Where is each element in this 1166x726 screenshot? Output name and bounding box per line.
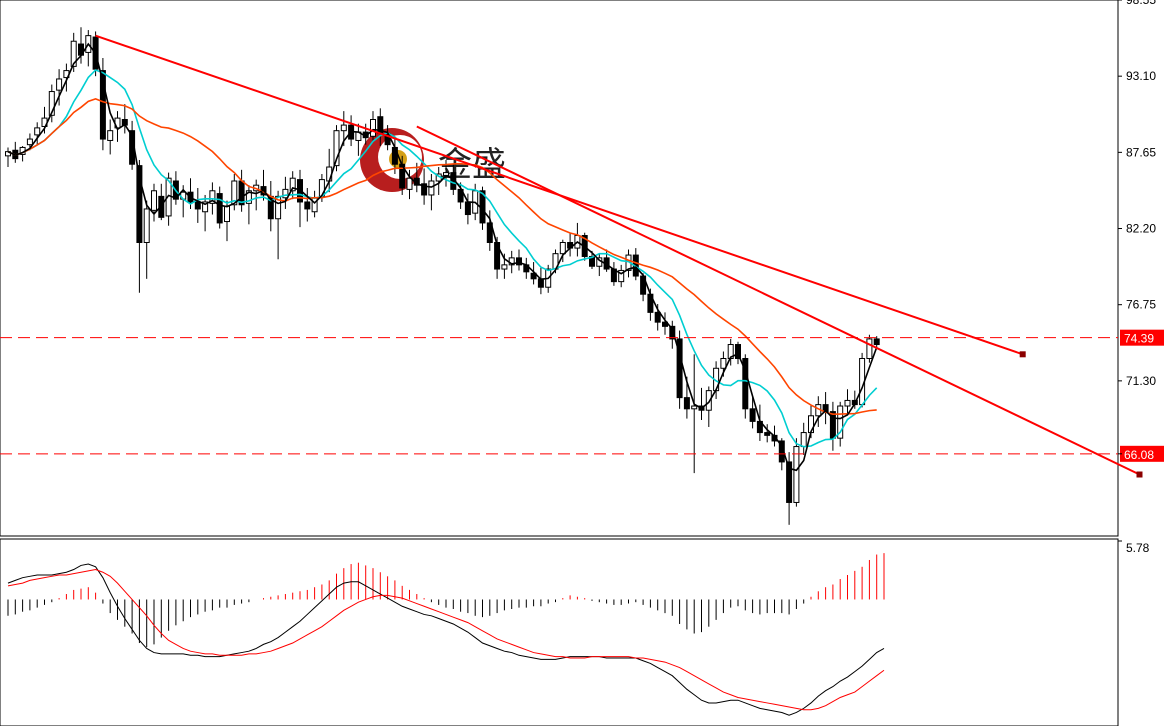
levels-layer: 74.39 66.08 — [0, 329, 1164, 462]
macd-axis: 5.78 — [1118, 540, 1150, 555]
candle-bear — [742, 357, 749, 410]
candle-bull — [691, 405, 698, 410]
price-tick-label: 93.10 — [1126, 69, 1156, 83]
candle-bull — [107, 130, 114, 141]
candle-bull — [209, 190, 216, 204]
moving-averages-layer — [7, 42, 878, 472]
macd-panel — [0, 538, 1119, 726]
candle-bull — [245, 190, 252, 204]
candle-bull — [70, 40, 77, 67]
level-label-box — [1120, 329, 1164, 346]
trend-line-endpoint — [1136, 471, 1143, 478]
level-label: 66.08 — [1124, 448, 1154, 462]
candle-bear — [421, 183, 428, 196]
candle-bear — [530, 272, 537, 280]
candle-bull — [151, 190, 157, 211]
candle-bear — [786, 461, 793, 503]
candle-bear — [99, 70, 106, 140]
price-tick-label: 87.65 — [1126, 145, 1156, 159]
candle-bear — [304, 201, 311, 210]
candle-bull — [866, 338, 873, 359]
price-tick-label: 76.75 — [1126, 298, 1156, 312]
candle-bull — [202, 201, 209, 213]
trend-lines-layer — [95, 34, 1143, 478]
candle-bear — [216, 193, 223, 224]
price-tick-label: 98.55 — [1126, 0, 1156, 7]
candle-bull — [837, 405, 844, 439]
moving-average-line — [7, 42, 878, 472]
candle-bear — [516, 257, 522, 266]
trend-line-endpoint — [1019, 351, 1026, 358]
candle-bear — [676, 338, 683, 399]
candle-bear — [194, 201, 201, 210]
level-label-box — [1120, 445, 1164, 462]
candle-bull — [34, 127, 41, 136]
macd-panel-border — [0, 538, 1119, 726]
macd-layer — [7, 553, 885, 716]
candle-bull — [793, 446, 800, 503]
candle-bull — [143, 208, 150, 243]
candle-bull — [48, 91, 55, 116]
level-label: 74.39 — [1124, 332, 1154, 346]
candle-bull — [406, 177, 413, 190]
candle-bull — [705, 390, 712, 411]
candle-bear — [654, 311, 661, 323]
candle-bull — [56, 78, 63, 91]
candle-bear — [464, 201, 471, 216]
candle-bull — [800, 432, 807, 448]
candle-bull — [26, 138, 33, 146]
candle-bull — [844, 399, 851, 407]
macd-line — [7, 563, 885, 716]
candle-bull — [501, 264, 508, 270]
candle-bear — [873, 338, 880, 346]
candle-bull — [443, 172, 449, 176]
candle-bull — [224, 205, 230, 223]
candle-bear — [136, 165, 143, 243]
candle-bull — [282, 188, 289, 199]
candle-bull — [231, 180, 238, 206]
candle-bull — [370, 118, 376, 137]
candle-bear — [669, 325, 676, 340]
price-tick-label: 82.20 — [1126, 222, 1156, 236]
candle-bull — [275, 195, 282, 220]
trend-line — [416, 125, 1140, 476]
candle-bull — [311, 197, 318, 213]
candle-bull — [333, 130, 340, 167]
candle-bear — [764, 432, 771, 436]
macd-signal-line — [7, 568, 885, 711]
candle-bull — [559, 241, 566, 255]
macd-tick-label: 5.78 — [1126, 541, 1150, 555]
candle-bear — [486, 222, 493, 243]
candle-bull — [289, 177, 296, 192]
candle-bear — [749, 408, 756, 422]
candle-bear — [683, 397, 690, 410]
moving-average-line — [7, 69, 878, 448]
price-tick-label: 71.30 — [1126, 374, 1156, 388]
candle-bull — [340, 124, 347, 132]
price-axis: 98.55 93.10 87.65 82.20 76.75 71.30 — [1118, 0, 1156, 455]
candle-bull — [618, 269, 625, 283]
candle-bull — [428, 180, 435, 196]
candle-bear — [735, 344, 741, 359]
moving-average-line — [7, 98, 877, 416]
candle-bull — [720, 357, 727, 369]
